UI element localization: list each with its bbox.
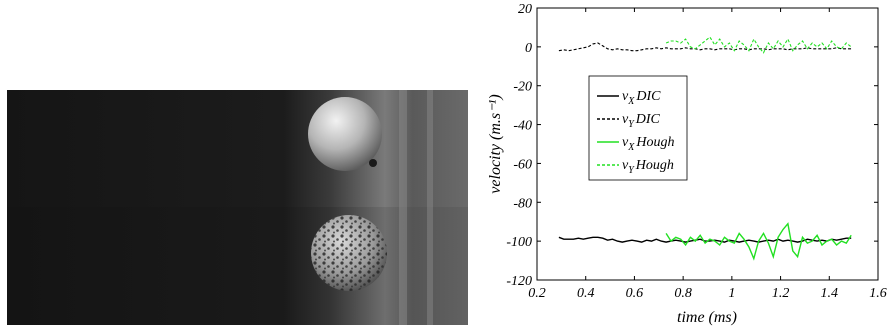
x-tick-label: 0.6 — [626, 286, 644, 301]
series-line-3 — [665, 222, 852, 261]
y-tick-label: -20 — [513, 80, 532, 95]
photo-top-frame — [7, 90, 468, 207]
legend-entry: vY DIC — [622, 112, 661, 130]
ball-plain — [308, 97, 382, 171]
y-tick-label: 20 — [518, 2, 532, 17]
legend-entry: vY Hough — [622, 158, 674, 176]
x-tick-label: 1.2 — [772, 286, 790, 301]
y-tick-label: -100 — [506, 235, 532, 250]
velocity-chart: 0.2 0.4 0.6 0.8 1 1.2 1.4 1.6 20 0 -20 -40 -60 -80 -10… — [487, 2, 887, 326]
legend-box — [588, 75, 688, 181]
plot-frame — [536, 7, 879, 281]
y-tick-label: -120 — [506, 274, 532, 289]
x-tick-label: 0.2 — [528, 286, 546, 301]
series-line-2 — [558, 42, 852, 52]
x-axis-label: time (ms) — [677, 309, 737, 326]
photo-bottom-frame — [7, 207, 468, 325]
series-line-4 — [665, 36, 852, 54]
y-axis-label: velocity (m.s⁻¹) — [487, 94, 504, 193]
y-tick-label: -40 — [513, 119, 532, 134]
y-tick-label: -80 — [513, 196, 532, 211]
y-tick-label: 0 — [525, 41, 532, 56]
x-tick-label: 1.4 — [821, 286, 839, 301]
experiment-photo — [7, 90, 468, 325]
series-line-1 — [558, 236, 852, 243]
y-tick-label: -60 — [513, 157, 532, 172]
x-tick-label: 0.4 — [577, 286, 595, 301]
x-tick-label: 1 — [728, 286, 735, 301]
x-tick-label: 0.8 — [674, 286, 692, 301]
x-tick-label: 1.6 — [869, 286, 887, 301]
legend-entry: vX Hough — [622, 135, 674, 153]
legend: vX DIC vY DIC vX Hough vY Hough — [588, 75, 688, 181]
legend-entry: vX DIC — [622, 89, 661, 107]
